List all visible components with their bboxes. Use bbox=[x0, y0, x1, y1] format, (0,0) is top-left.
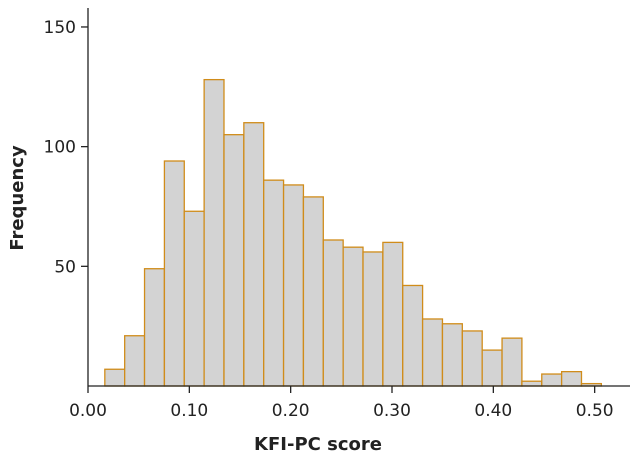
x-tick-label: 0.00 bbox=[69, 401, 107, 421]
y-ticks-group: 50 100 150 bbox=[44, 18, 88, 277]
bars-group bbox=[104, 78, 602, 387]
y-axis-title: Frequency bbox=[7, 145, 28, 251]
x-tick-label: 0.20 bbox=[272, 401, 310, 421]
histogram-bar bbox=[183, 210, 205, 387]
histogram-bar bbox=[541, 373, 563, 387]
histogram-bar bbox=[282, 184, 305, 387]
histogram-bar bbox=[322, 239, 344, 387]
histogram-bar bbox=[441, 323, 463, 387]
histogram-bar bbox=[163, 160, 185, 387]
histogram-bar bbox=[104, 368, 126, 387]
y-tick-label: 100 bbox=[44, 138, 76, 158]
histogram-bar bbox=[263, 179, 285, 387]
histogram-bar bbox=[481, 349, 503, 387]
x-tick-label: 0.40 bbox=[474, 401, 512, 421]
histogram-bar bbox=[143, 268, 166, 387]
x-tick-label: 0.10 bbox=[170, 401, 208, 421]
histogram-bar bbox=[243, 122, 265, 387]
x-tick-label: 0.30 bbox=[373, 401, 411, 421]
histogram-bar bbox=[342, 246, 364, 387]
histogram-bar bbox=[461, 330, 483, 387]
x-tick-label: 0.50 bbox=[576, 401, 614, 421]
x-axis-title: KFI-PC score bbox=[254, 434, 382, 455]
histogram-bar bbox=[382, 241, 404, 387]
histogram-bar bbox=[302, 196, 324, 387]
histogram-bar bbox=[223, 134, 245, 387]
histogram-bar bbox=[560, 370, 583, 387]
histogram-bar bbox=[402, 284, 424, 387]
y-tick-label: 50 bbox=[54, 257, 76, 277]
histogram-bar bbox=[521, 380, 543, 387]
x-ticks-group: 0.00 0.10 0.20 0.30 0.40 0.50 bbox=[69, 386, 614, 421]
histogram-bar bbox=[203, 78, 225, 387]
histogram-bar bbox=[362, 251, 384, 387]
histogram-bar bbox=[421, 318, 444, 387]
histogram-bar bbox=[124, 335, 146, 387]
histogram-bar bbox=[501, 337, 523, 387]
y-tick-label: 150 bbox=[44, 18, 76, 38]
